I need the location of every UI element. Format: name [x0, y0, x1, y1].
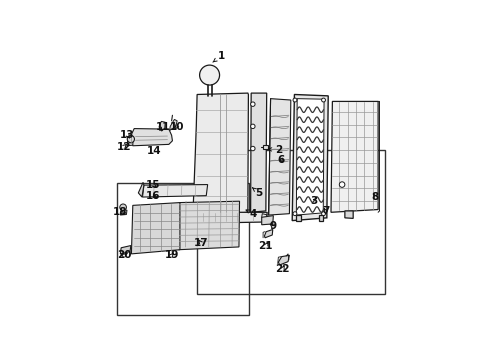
Circle shape: [292, 98, 296, 102]
Circle shape: [292, 212, 296, 216]
Polygon shape: [296, 99, 324, 215]
Bar: [117, 183, 249, 315]
Polygon shape: [138, 183, 143, 197]
Circle shape: [250, 124, 255, 129]
Polygon shape: [292, 94, 327, 221]
Circle shape: [339, 182, 344, 187]
Circle shape: [250, 102, 255, 107]
Polygon shape: [264, 229, 272, 238]
Text: 7: 7: [321, 206, 328, 216]
Circle shape: [120, 204, 126, 211]
Text: 13: 13: [120, 130, 134, 140]
Polygon shape: [192, 212, 267, 223]
Text: 2: 2: [268, 145, 282, 155]
Polygon shape: [142, 185, 207, 197]
Polygon shape: [127, 140, 133, 146]
Polygon shape: [278, 255, 289, 265]
Polygon shape: [192, 93, 248, 216]
Polygon shape: [120, 246, 131, 254]
Text: 14: 14: [146, 146, 161, 156]
Polygon shape: [268, 99, 290, 215]
Polygon shape: [130, 129, 172, 146]
Polygon shape: [250, 93, 266, 212]
Text: 20: 20: [117, 250, 131, 260]
Text: 15: 15: [145, 180, 160, 190]
Polygon shape: [120, 210, 127, 215]
Polygon shape: [169, 120, 177, 131]
Polygon shape: [318, 215, 323, 221]
Text: 21: 21: [258, 241, 273, 251]
Text: 3: 3: [310, 196, 317, 206]
Text: 8: 8: [371, 192, 378, 202]
Text: 11: 11: [156, 122, 170, 132]
Text: 1: 1: [212, 51, 224, 62]
Text: 10: 10: [169, 122, 183, 132]
Polygon shape: [261, 216, 273, 225]
Text: 16: 16: [145, 191, 160, 201]
Polygon shape: [178, 201, 239, 250]
Text: 9: 9: [269, 221, 276, 231]
Circle shape: [321, 98, 325, 102]
Text: 4: 4: [245, 209, 257, 219]
Text: 12: 12: [116, 142, 131, 152]
Polygon shape: [159, 121, 165, 131]
Circle shape: [127, 135, 134, 143]
Text: 22: 22: [275, 264, 289, 274]
Polygon shape: [296, 215, 300, 221]
Polygon shape: [344, 211, 352, 219]
Circle shape: [250, 146, 255, 151]
Text: 5: 5: [252, 188, 262, 198]
Text: 6: 6: [277, 155, 284, 165]
Circle shape: [321, 212, 325, 216]
Bar: [262, 145, 267, 149]
Text: 18: 18: [113, 207, 127, 217]
Text: 17: 17: [193, 238, 207, 248]
Text: 19: 19: [164, 250, 179, 260]
Bar: [196, 150, 384, 294]
Ellipse shape: [199, 65, 219, 85]
Polygon shape: [330, 102, 377, 212]
Polygon shape: [131, 203, 180, 254]
